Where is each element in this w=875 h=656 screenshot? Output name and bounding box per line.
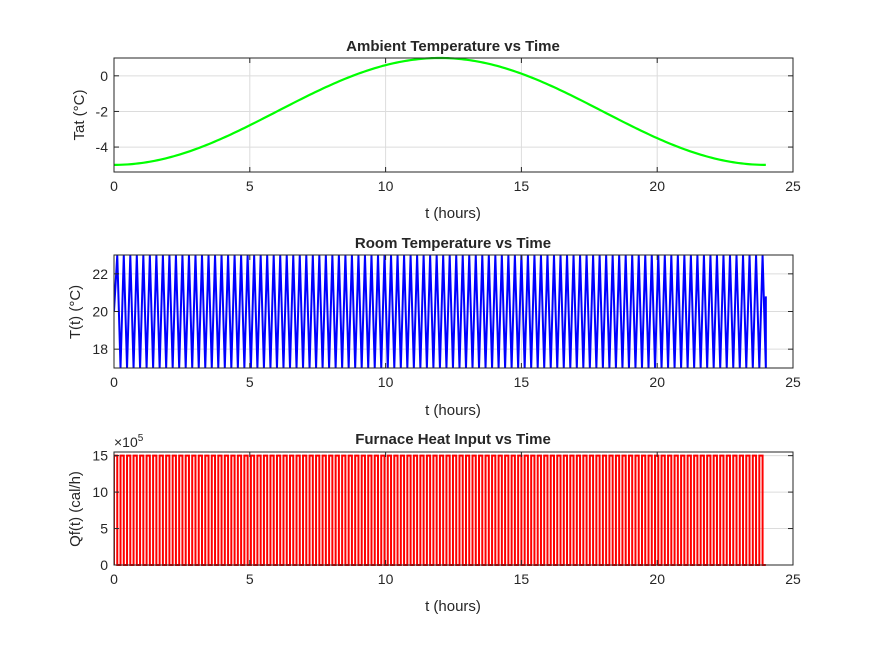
y-tick-label: -4 bbox=[96, 139, 109, 155]
subplot-ambient-temperature: 0 5 10 15 20 25 -4 -2 0 Ambient Temperature vs T… bbox=[71, 38, 801, 222]
y-axis-label: T(t) (°C) bbox=[67, 285, 84, 339]
subplot-room-temperature: 0 5 10 15 20 25 18 20 22 Room Temperature vs Tim… bbox=[67, 235, 801, 419]
x-tick-label: 10 bbox=[378, 571, 394, 587]
chart-title: Furnace Heat Input vs Time bbox=[355, 431, 551, 448]
x-tick-label: 20 bbox=[649, 178, 665, 194]
x-axis-label: t (hours) bbox=[425, 598, 481, 615]
plot-area bbox=[114, 58, 793, 172]
series-line bbox=[114, 454, 766, 566]
y-axis-label: Tat (°C) bbox=[71, 89, 88, 140]
y-tick-label: 10 bbox=[92, 484, 108, 500]
subplot-furnace-heat-input: 0 5 10 15 20 25 0 5 10 15 Furnace Heat Input vs T… bbox=[67, 431, 801, 615]
chart-title: Room Temperature vs Time bbox=[355, 235, 551, 252]
y-tick-label: 15 bbox=[92, 448, 108, 464]
x-tick-label: 15 bbox=[514, 571, 530, 587]
y-tick-label: 20 bbox=[92, 304, 108, 320]
x-tick-label: 5 bbox=[246, 178, 254, 194]
chart-title: Ambient Temperature vs Time bbox=[346, 38, 560, 55]
x-tick-label: 0 bbox=[110, 374, 118, 390]
y-tick-label: 0 bbox=[100, 557, 108, 573]
x-axis-label: t (hours) bbox=[425, 402, 481, 419]
y-tick-label: 5 bbox=[100, 521, 108, 537]
y-exponent-label: ×105 bbox=[114, 433, 144, 450]
x-axis-label: t (hours) bbox=[425, 205, 481, 222]
x-tick-label: 10 bbox=[378, 374, 394, 390]
series-line bbox=[114, 254, 767, 369]
x-tick-label: 20 bbox=[649, 374, 665, 390]
x-tick-label: 25 bbox=[785, 571, 801, 587]
x-tick-label: 20 bbox=[649, 571, 665, 587]
x-tick-label: 25 bbox=[785, 178, 801, 194]
x-tick-label: 25 bbox=[785, 374, 801, 390]
axes-box bbox=[113, 451, 794, 566]
y-tick-label: 0 bbox=[100, 68, 108, 84]
y-tick-label: 22 bbox=[92, 266, 108, 282]
axes-box bbox=[113, 57, 794, 173]
x-tick-label: 15 bbox=[514, 374, 530, 390]
y-tick-label: 18 bbox=[92, 341, 108, 357]
x-tick-label: 15 bbox=[514, 178, 530, 194]
y-axis-label: Qf(t) (cal/h) bbox=[67, 471, 84, 547]
x-tick-label: 0 bbox=[110, 571, 118, 587]
x-tick-label: 10 bbox=[378, 178, 394, 194]
x-tick-label: 5 bbox=[246, 571, 254, 587]
x-tick-label: 0 bbox=[110, 178, 118, 194]
y-tick-label: -2 bbox=[96, 103, 109, 119]
x-tick-label: 5 bbox=[246, 374, 254, 390]
